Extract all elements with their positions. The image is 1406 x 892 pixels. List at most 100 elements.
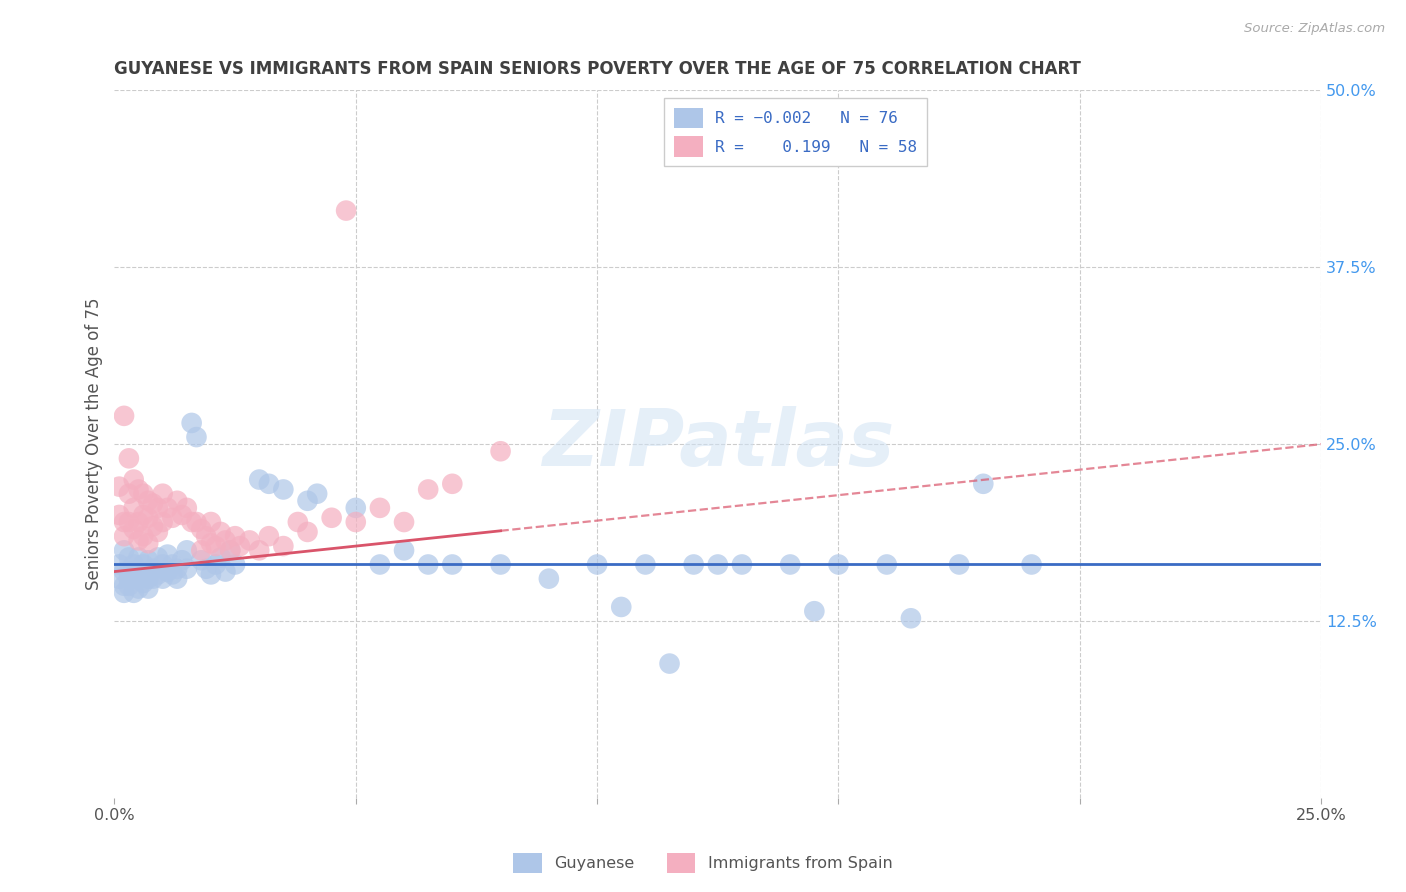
Point [118, 515, 141, 529]
Point [112, 409, 135, 423]
Point [152, 558, 174, 572]
Point [682, 558, 704, 572]
Point [112, 579, 135, 593]
Point [132, 486, 155, 500]
Legend: Guyanese, Immigrants from Spain: Guyanese, Immigrants from Spain [506, 847, 900, 880]
Legend: R = −0.002   N = 76, R =    0.199   N = 58: R = −0.002 N = 76, R = 0.199 N = 58 [664, 98, 927, 167]
Point [176, 562, 198, 576]
Point [118, 579, 141, 593]
Point [142, 562, 165, 576]
Point [273, 483, 295, 497]
Point [136, 510, 159, 524]
Point [441, 558, 464, 572]
Point [779, 558, 801, 572]
Point [707, 558, 730, 572]
Point [827, 558, 849, 572]
Point [128, 565, 150, 579]
Point [118, 486, 141, 500]
Point [200, 515, 222, 529]
Point [108, 558, 131, 572]
Point [658, 657, 681, 671]
Point [142, 497, 165, 511]
Point [108, 508, 131, 522]
Point [948, 558, 970, 572]
Y-axis label: Seniors Poverty Over the Age of 75: Seniors Poverty Over the Age of 75 [86, 298, 103, 591]
Text: Source: ZipAtlas.com: Source: ZipAtlas.com [1244, 22, 1385, 36]
Point [176, 543, 198, 558]
Point [136, 536, 159, 550]
Point [166, 562, 188, 576]
Point [876, 558, 898, 572]
Point [118, 565, 141, 579]
Point [156, 565, 179, 579]
Point [118, 572, 141, 586]
Point [176, 500, 198, 515]
Point [204, 539, 226, 553]
Point [195, 562, 218, 576]
Point [132, 529, 155, 543]
Point [112, 515, 135, 529]
Point [418, 558, 440, 572]
Point [214, 533, 236, 548]
Point [146, 524, 169, 539]
Point [156, 548, 179, 562]
Point [214, 565, 236, 579]
Point [180, 416, 202, 430]
Point [731, 558, 754, 572]
Point [229, 539, 252, 553]
Point [321, 510, 343, 524]
Point [166, 572, 188, 586]
Point [128, 572, 150, 586]
Point [247, 543, 270, 558]
Point [136, 572, 159, 586]
Point [128, 483, 150, 497]
Point [146, 500, 169, 515]
Point [209, 524, 232, 539]
Point [368, 558, 391, 572]
Point [297, 493, 319, 508]
Point [489, 444, 512, 458]
Point [152, 515, 174, 529]
Point [209, 550, 232, 565]
Point [1021, 558, 1043, 572]
Text: GUYANESE VS IMMIGRANTS FROM SPAIN SENIORS POVERTY OVER THE AGE OF 75 CORRELATION: GUYANESE VS IMMIGRANTS FROM SPAIN SENIOR… [114, 60, 1081, 78]
Point [108, 572, 131, 586]
Point [273, 539, 295, 553]
Point [368, 500, 391, 515]
Point [142, 519, 165, 533]
Point [146, 550, 169, 565]
Point [257, 529, 280, 543]
Point [247, 473, 270, 487]
Point [186, 430, 208, 444]
Point [122, 500, 145, 515]
Point [152, 572, 174, 586]
Point [190, 543, 212, 558]
Point [112, 586, 135, 600]
Point [112, 565, 135, 579]
Point [200, 567, 222, 582]
Point [136, 553, 159, 567]
Point [132, 558, 155, 572]
Point [132, 575, 155, 590]
Point [224, 529, 246, 543]
Point [142, 572, 165, 586]
Point [180, 515, 202, 529]
Point [122, 522, 145, 536]
Text: ZIPatlas: ZIPatlas [541, 406, 894, 483]
Point [132, 508, 155, 522]
Point [257, 476, 280, 491]
Point [162, 510, 184, 524]
Point [128, 550, 150, 565]
Point [392, 543, 415, 558]
Point [803, 604, 825, 618]
Point [122, 558, 145, 572]
Point [162, 558, 184, 572]
Point [344, 500, 367, 515]
Point [537, 572, 560, 586]
Point [586, 558, 609, 572]
Point [239, 533, 262, 548]
Point [166, 493, 188, 508]
Point [152, 486, 174, 500]
Point [112, 543, 135, 558]
Point [132, 567, 155, 582]
